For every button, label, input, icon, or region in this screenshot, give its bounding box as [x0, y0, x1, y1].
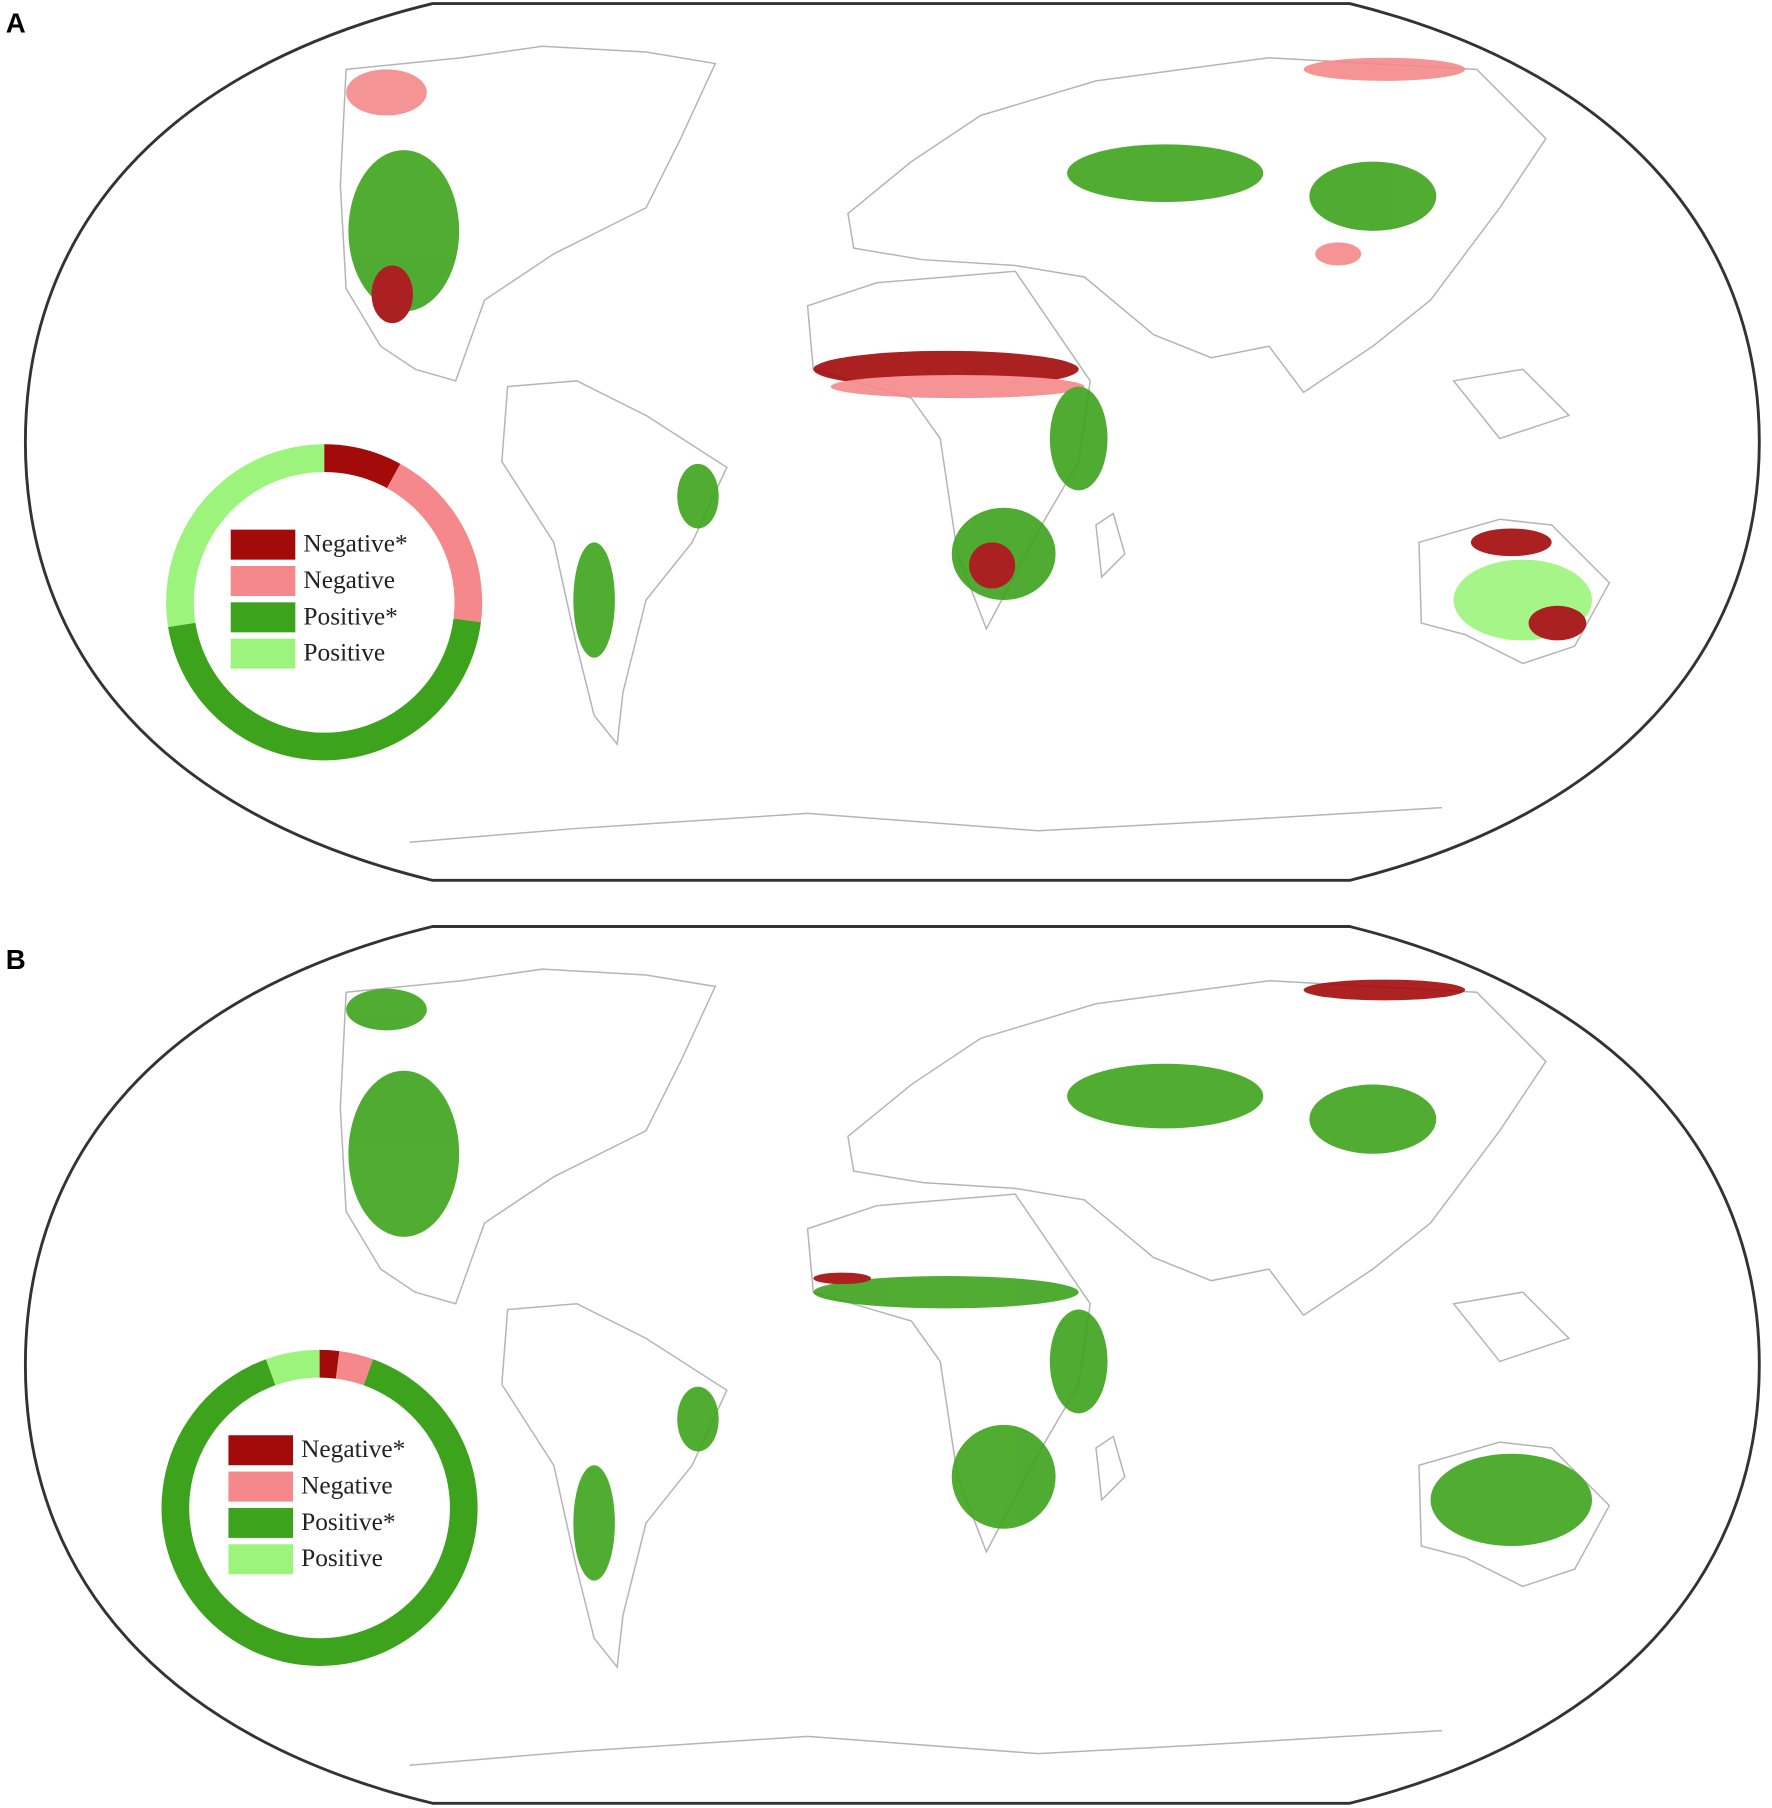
- legend-swatch: [230, 529, 296, 560]
- legend-swatch: [230, 638, 296, 669]
- legend-label: Negative: [303, 566, 395, 594]
- legend-label: Positive: [303, 639, 385, 667]
- panel-letter: B: [6, 944, 26, 975]
- legend-swatch: [228, 1507, 294, 1538]
- donut-segment: [386, 463, 483, 623]
- donut-segment: [335, 1351, 374, 1386]
- legend-swatch: [228, 1471, 294, 1502]
- legend-swatch: [228, 1435, 294, 1466]
- legend-label: Negative*: [303, 530, 407, 558]
- legend-label: Positive*: [301, 1508, 395, 1536]
- legend-swatch: [228, 1544, 294, 1575]
- map-pixels-b: [346, 979, 1593, 1581]
- panel-letter: A: [6, 7, 26, 38]
- legend-label: Negative*: [301, 1435, 405, 1463]
- legend-label: Positive*: [303, 602, 397, 630]
- legend-swatch: [230, 602, 296, 633]
- legend-label: Positive: [301, 1544, 383, 1572]
- donut-segment: [168, 618, 481, 761]
- donut-segment: [166, 444, 325, 628]
- donut-segment: [319, 1349, 340, 1379]
- donut-segment: [266, 1349, 320, 1386]
- legend-label: Negative: [301, 1472, 393, 1500]
- map-pixels-a: [346, 57, 1593, 658]
- legend-swatch: [230, 565, 296, 596]
- donut-segment: [324, 444, 401, 489]
